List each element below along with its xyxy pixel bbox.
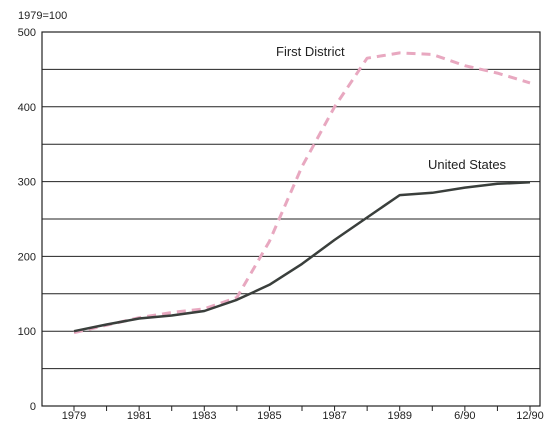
x-tick-label: 1987 (322, 410, 346, 421)
y-axis-ticks: 0 100 200 300 400 500 (18, 27, 36, 413)
series-label-united-states: United States (428, 157, 507, 172)
x-tick-label: 1989 (387, 410, 411, 421)
series-label-first-district: First District (276, 44, 345, 59)
x-tick-label: 1981 (127, 410, 151, 421)
y-tick-label: 400 (18, 102, 36, 114)
gridlines (41, 31, 541, 407)
series-line-united-states (73, 181, 531, 333)
x-tick-label: 6/90 (454, 410, 475, 421)
x-axis-ticks: 1979 1981 1983 1985 1987 1989 6/90 12/90 (62, 406, 544, 421)
y-tick-label: 100 (18, 326, 36, 338)
index-note: 1979=100 (18, 10, 67, 22)
series-line-first-district (73, 51, 531, 335)
x-tick-label: 1983 (192, 410, 216, 421)
y-tick-label: 300 (18, 177, 36, 189)
y-tick-label: 500 (18, 27, 36, 39)
x-tick-label: 1979 (62, 410, 86, 421)
y-tick-label: 0 (30, 401, 36, 413)
y-tick-label: 200 (18, 251, 36, 263)
x-tick-label: 1985 (257, 410, 281, 421)
x-tick-label: 12/90 (516, 410, 544, 421)
series-group (73, 51, 531, 335)
